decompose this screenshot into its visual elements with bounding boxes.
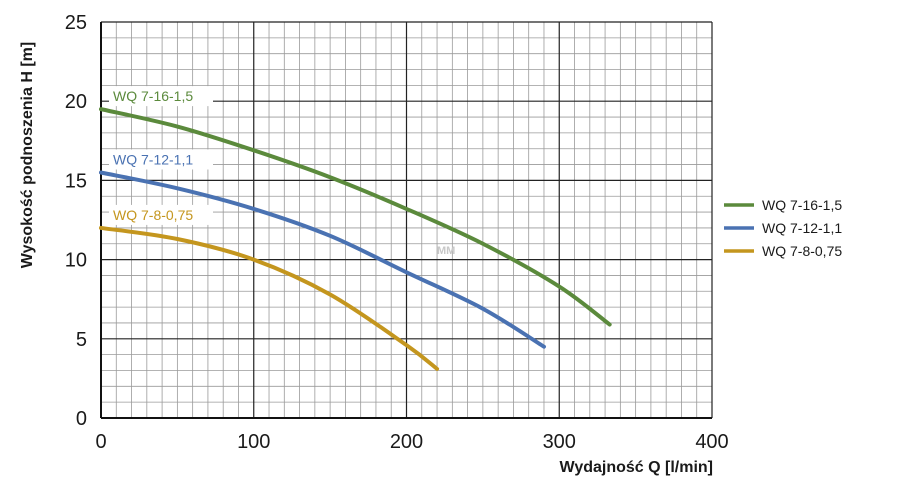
series-lines (99, 107, 612, 371)
series-line (99, 225, 440, 371)
y-axis-label: Wysokość podnoszenia H [m] (19, 42, 36, 268)
x-tick-label: 300 (543, 431, 576, 453)
y-tick-label: 15 (65, 170, 87, 192)
x-tick-label: 100 (237, 431, 270, 453)
curve-label-background (109, 204, 213, 225)
y-tick-label: 25 (65, 12, 87, 34)
curve-label: WQ 7-16-1,5 (113, 88, 193, 104)
y-tick-label: 20 (65, 91, 87, 113)
y-tick-labels: 0 5 10 15 20 25 (65, 12, 87, 430)
curve-label: WQ 7-12-1,1 (113, 151, 193, 167)
x-axis-label: Wydajność Q [l/min] (560, 459, 714, 476)
curve-label: WQ 7-8-0,75 (113, 207, 193, 223)
x-tick-label: 0 (95, 431, 106, 453)
series-line (99, 107, 612, 327)
legend: WQ 7-16-1,5 WQ 7-12-1,1 WQ 7-8-0,75 (724, 197, 842, 259)
curve-label-background (109, 149, 213, 170)
axes (100, 22, 712, 419)
x-tick-label: 200 (390, 431, 423, 453)
y-tick-label: 5 (76, 329, 87, 351)
legend-label: WQ 7-8-0,75 (762, 243, 842, 259)
legend-label: WQ 7-12-1,1 (762, 220, 842, 236)
y-tick-label: 0 (76, 408, 87, 430)
x-tick-label: 400 (695, 431, 728, 453)
curve-labels: WQ 7-16-1,5 WQ 7-12-1,1 WQ 7-8-0,75 (109, 86, 213, 225)
curve-label-background (109, 86, 213, 107)
series-line (99, 170, 546, 349)
watermark: MM (437, 245, 455, 257)
y-tick-label: 10 (65, 250, 87, 272)
legend-label: WQ 7-16-1,5 (762, 197, 842, 213)
x-tick-labels: 0 100 200 300 400 (95, 431, 728, 453)
